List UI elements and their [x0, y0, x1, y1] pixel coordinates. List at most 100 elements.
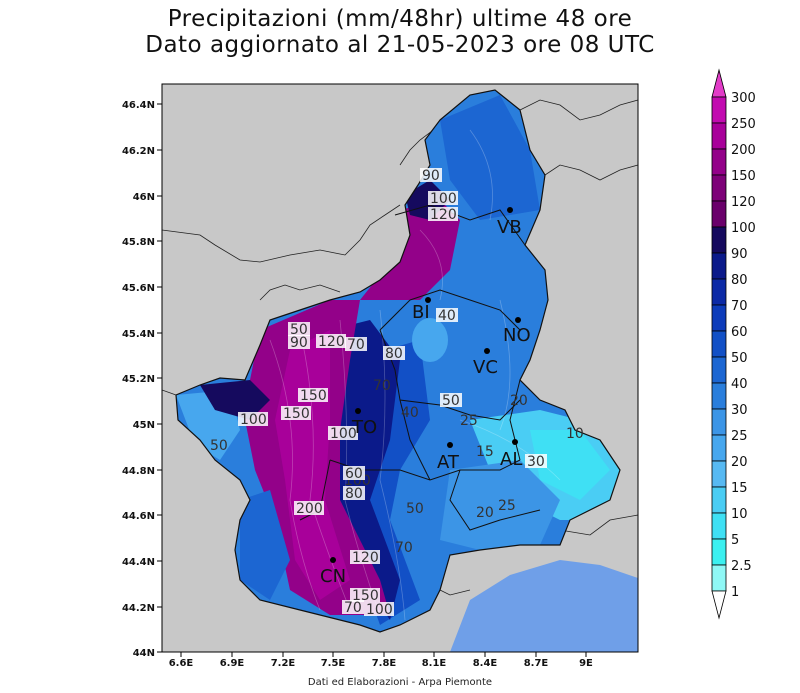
province-labels: VB BI NO VC TO AT AL CN — [320, 217, 531, 587]
contour-label: 40 — [436, 308, 458, 324]
contour-label: 10 — [566, 426, 584, 442]
province-label-cn: CN — [320, 566, 346, 587]
svg-text:100: 100 — [330, 426, 357, 442]
svg-text:8.4E: 8.4E — [473, 658, 498, 669]
y-tick: 44.2N — [122, 603, 162, 614]
colorbar-label: 10 — [731, 507, 748, 522]
colorbar-swatch — [711, 564, 727, 592]
colorbar-label: 25 — [731, 429, 748, 444]
colorbar-label: 70 — [731, 299, 748, 314]
colorbar-label: 1 — [731, 585, 739, 600]
contour-label: 30 — [525, 454, 547, 470]
contour-label: 120 — [428, 207, 458, 223]
svg-text:44N: 44N — [133, 648, 155, 659]
contour-label: 70 — [345, 337, 367, 353]
colorbar-swatch — [711, 122, 727, 150]
colorbar-label: 15 — [731, 481, 748, 496]
colorbar-label: 20 — [731, 455, 748, 470]
svg-text:120: 120 — [352, 550, 379, 566]
svg-text:90: 90 — [290, 335, 308, 351]
svg-text:46N: 46N — [133, 192, 155, 203]
svg-text:50: 50 — [210, 438, 228, 454]
contour-label: 20 — [510, 393, 528, 409]
city-marker-no — [515, 317, 521, 323]
piemonte-outline — [175, 89, 621, 633]
svg-text:6.6E: 6.6E — [169, 658, 194, 669]
colorbar-label: 30 — [731, 403, 748, 418]
colorbar-label: 250 — [731, 117, 756, 132]
y-tick: 44.4N — [122, 557, 162, 568]
x-tick: 7.2E — [271, 652, 296, 669]
province-label-al: AL — [500, 449, 522, 470]
x-tick: 8.7E — [524, 652, 548, 669]
svg-text:45.4N: 45.4N — [122, 329, 155, 340]
contour-label: 50 — [440, 393, 462, 409]
colorbar-swatch — [711, 174, 727, 202]
svg-text:44.8N: 44.8N — [122, 466, 155, 477]
x-tick: 6.9E — [220, 652, 245, 669]
colorbar-swatch — [711, 330, 727, 358]
svg-text:10: 10 — [566, 426, 584, 442]
colorbar: 3002502001501201009080706050403025201510… — [711, 68, 756, 620]
svg-text:25: 25 — [460, 413, 478, 429]
svg-text:120: 120 — [318, 334, 345, 350]
contour-label: 15 — [476, 444, 494, 460]
contour-label: 70 — [342, 600, 364, 616]
y-tick: 46.2N — [122, 146, 162, 157]
contour-label: 90 — [288, 335, 310, 351]
colorbar-swatch — [711, 460, 727, 488]
city-marker-al — [512, 439, 518, 445]
svg-text:9E: 9E — [579, 658, 593, 669]
colorbar-swatch — [711, 226, 727, 254]
svg-text:46.4N: 46.4N — [122, 100, 155, 111]
svg-text:80: 80 — [345, 486, 363, 502]
contour-label: 70 — [395, 540, 413, 556]
x-tick: 7.5E — [321, 652, 346, 669]
province-label-to: TO — [351, 417, 377, 438]
colorbar-label: 2.5 — [731, 559, 752, 574]
x-axis: 6.6E 6.9E 7.2E 7.5E 7.8E 8.1E 8.4E 8.7E … — [169, 652, 593, 669]
colorbar-swatch — [711, 304, 727, 332]
colorbar-label: 300 — [731, 91, 756, 106]
province-borders — [299, 204, 541, 531]
svg-text:50: 50 — [442, 393, 460, 409]
colorbar-label: 150 — [731, 169, 756, 184]
svg-text:44.4N: 44.4N — [122, 557, 155, 568]
sea-area — [450, 560, 638, 652]
svg-text:30: 30 — [527, 454, 545, 470]
colorbar-label: 90 — [731, 247, 748, 262]
y-axis: 46.4N 46.2N 46N 45.8N 45.6N 45.4N 45.2N … — [122, 100, 162, 659]
svg-text:100: 100 — [430, 191, 457, 207]
y-tick: 44.6N — [122, 511, 162, 522]
colorbar-swatch — [711, 512, 727, 540]
colorbar-label: 100 — [731, 221, 756, 236]
province-label-at: AT — [437, 452, 460, 473]
colorbar-swatch — [711, 200, 727, 228]
city-markers — [330, 207, 521, 563]
city-marker-cn — [330, 557, 336, 563]
y-tick: 46N — [133, 192, 162, 203]
colorbar-swatch — [711, 434, 727, 462]
y-tick: 44N — [133, 648, 162, 659]
svg-text:7.2E: 7.2E — [271, 658, 296, 669]
colorbar-swatch — [711, 148, 727, 176]
svg-text:150: 150 — [300, 388, 327, 404]
colorbar-label: 80 — [731, 273, 748, 288]
contour-label: 50 — [210, 438, 228, 454]
x-tick: 8.1E — [422, 652, 446, 669]
contour-label: 90 — [420, 168, 442, 184]
colorbar-label: 5 — [731, 533, 739, 548]
svg-text:7.5E: 7.5E — [321, 658, 346, 669]
svg-text:6.9E: 6.9E — [220, 658, 245, 669]
y-tick: 45N — [133, 420, 162, 431]
colorbar-swatch — [711, 538, 727, 566]
colorbar-swatch — [711, 356, 727, 384]
map-footer: Dati ed Elaborazioni - Arpa Piemonte — [307, 677, 493, 688]
contour-label: 150 — [298, 388, 328, 404]
colorbar-swatch — [711, 278, 727, 306]
svg-text:100: 100 — [366, 602, 393, 618]
province-label-vc: VC — [473, 357, 498, 378]
svg-text:44.6N: 44.6N — [122, 511, 155, 522]
x-tick: 7.8E — [372, 652, 396, 669]
